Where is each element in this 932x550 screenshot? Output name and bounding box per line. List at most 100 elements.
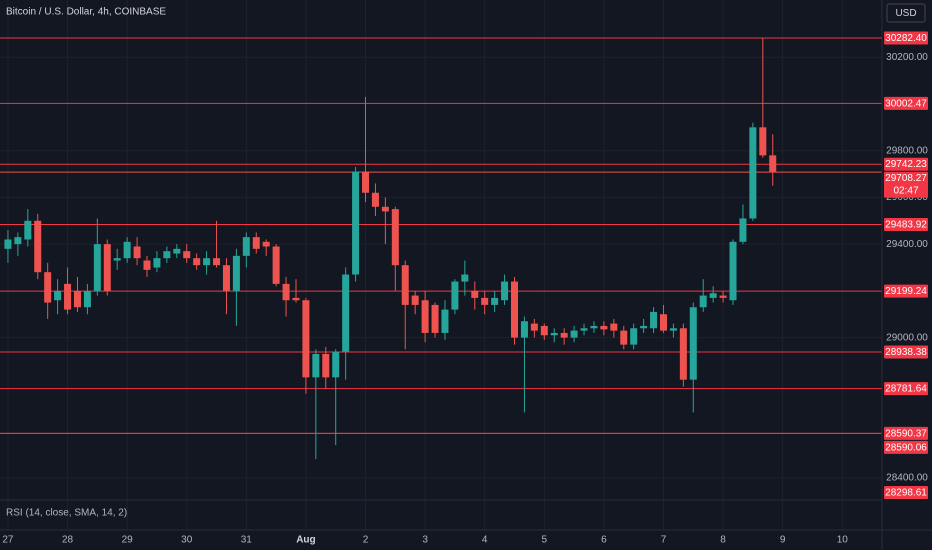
candle-body (679, 328, 687, 380)
price-label: 30282.40 (885, 33, 927, 44)
candle-body (759, 127, 767, 156)
candle-body (252, 237, 260, 249)
candle-body (133, 246, 141, 259)
candle-body (540, 325, 548, 336)
price-label: 29708.27 (885, 173, 927, 184)
candle-body (54, 290, 62, 301)
candle-body (34, 220, 42, 273)
candle-body (183, 251, 191, 259)
candle-body (481, 297, 489, 305)
candle-body (610, 323, 618, 331)
price-label-box (884, 157, 928, 171)
x-tick-label: 7 (661, 535, 667, 546)
candle-body (669, 328, 677, 331)
candle-body (44, 272, 52, 303)
candle-body (262, 241, 270, 247)
candle-body (24, 220, 32, 240)
candle-body (193, 258, 201, 266)
candle-body (620, 330, 628, 345)
x-tick-label: 28 (62, 535, 74, 546)
candle-body (511, 281, 518, 338)
y-tick-label: 28400.00 (886, 472, 928, 483)
price-label: 30002.47 (885, 98, 927, 109)
x-tick-label: 30 (181, 535, 193, 546)
price-label-box (884, 486, 928, 499)
candle-body (342, 274, 350, 352)
candle-body (570, 330, 578, 338)
indicator-label: RSI (14, close, SMA, 14, 2) (6, 508, 127, 519)
price-label-box (884, 426, 928, 440)
candle-body (630, 328, 638, 345)
candle-body (4, 239, 12, 249)
candle-body (362, 171, 370, 193)
candle-body (699, 295, 707, 308)
x-tick-label: 2 (363, 535, 369, 546)
price-label-box (884, 31, 928, 45)
candle-body (689, 307, 697, 380)
candle-body (560, 332, 568, 338)
y-tick-label: 29800.00 (886, 145, 928, 156)
price-label: 28590.37 (885, 428, 927, 439)
candle-body (530, 323, 538, 331)
price-label-box (884, 345, 928, 359)
candle-body (143, 260, 151, 270)
x-tick-label: Aug (296, 535, 315, 546)
candle-body (322, 353, 330, 378)
candle-body (431, 304, 439, 333)
price-label-box (884, 96, 928, 110)
x-tick-label: 8 (720, 535, 726, 546)
candle-body (640, 325, 648, 329)
candle-body (501, 281, 509, 301)
candle-body (709, 293, 717, 298)
candle-body (411, 295, 419, 305)
candle-body (749, 127, 757, 219)
price-label-box (884, 284, 928, 298)
chart-title: Bitcoin / U.S. Dollar, 4h, COINBASE (6, 7, 166, 18)
x-tick-label: 31 (241, 535, 253, 546)
price-label-box (884, 440, 928, 454)
candle-body (113, 258, 121, 261)
candle-body (64, 283, 72, 310)
candle-body (491, 297, 499, 305)
candle-body (153, 258, 161, 268)
price-axis: 30200.0029800.0029600.0029400.0029000.00… (884, 31, 928, 499)
candle-body (352, 171, 360, 275)
currency-button[interactable] (886, 3, 926, 23)
candle-body (421, 300, 429, 333)
candle-body (471, 290, 479, 298)
candle-body (332, 351, 340, 378)
candle-body (371, 192, 379, 207)
candle-body (103, 244, 111, 291)
candle-body (93, 244, 101, 291)
candle-body (590, 325, 598, 329)
candle-body (600, 325, 608, 330)
candles (4, 38, 777, 460)
candle-body (580, 328, 588, 331)
price-label: 29483.92 (885, 219, 927, 230)
candle-body (73, 290, 81, 308)
price-label-box (884, 218, 928, 232)
candle-body (222, 265, 230, 291)
x-tick-label: 5 (542, 535, 548, 546)
currency-label[interactable]: USD (895, 8, 916, 19)
price-label: 02:47 (893, 186, 918, 197)
price-label: 28781.64 (885, 384, 927, 395)
price-label: 29742.23 (885, 159, 927, 170)
y-tick-label: 29000.00 (886, 332, 928, 343)
candle-body (451, 281, 459, 310)
x-tick-label: 9 (780, 535, 786, 546)
candle-body (163, 251, 171, 259)
candle-body (719, 295, 727, 298)
x-tick-label: 4 (482, 535, 488, 546)
price-label-box (884, 171, 928, 198)
candle-body (213, 258, 221, 266)
candle-body (650, 311, 658, 329)
candle-body (203, 258, 211, 266)
price-label: 28938.38 (885, 347, 927, 358)
candle-body (302, 300, 310, 378)
candle-body (292, 297, 300, 301)
y-tick-label: 30200.00 (886, 52, 928, 63)
candle-body (123, 241, 131, 259)
candle-body (520, 321, 528, 338)
